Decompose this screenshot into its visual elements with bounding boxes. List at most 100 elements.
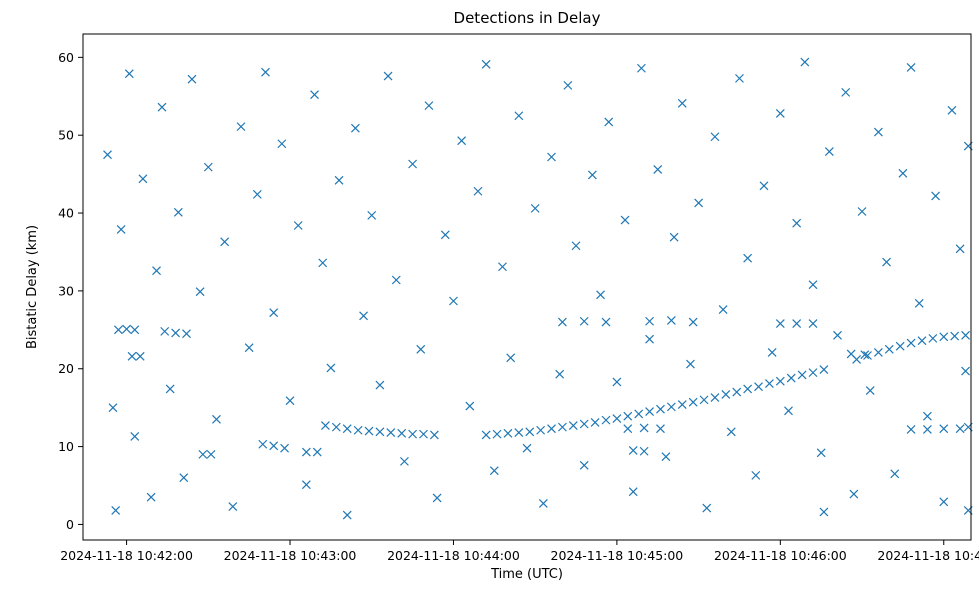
data-point-marker [884, 344, 894, 354]
data-point-marker [898, 168, 908, 178]
data-point-marker [939, 424, 949, 434]
data-point-marker [424, 101, 434, 111]
data-point-marker [833, 330, 842, 340]
data-point-marker [865, 386, 875, 395]
data-point-marker [206, 449, 216, 459]
y-tick-label: 40 [58, 206, 74, 221]
data-point-marker [301, 447, 311, 457]
data-point-marker [514, 111, 524, 121]
data-point-marker [906, 63, 916, 72]
x-tick-label: 2024-11-18 10:45:00 [551, 548, 684, 563]
data-point-marker [601, 415, 611, 425]
data-point-marker [688, 317, 698, 327]
data-point-marker [301, 480, 311, 490]
data-point-marker [547, 152, 556, 162]
data-point-marker [103, 150, 112, 160]
data-point-marker [538, 498, 548, 508]
data-point-marker [579, 316, 589, 326]
data-point-marker [429, 430, 439, 440]
data-point-marker [342, 424, 352, 434]
data-point-marker [321, 421, 330, 430]
data-point-marker [961, 330, 970, 340]
data-point-marker [639, 423, 649, 433]
data-point-marker [187, 74, 197, 84]
data-point-marker [503, 428, 513, 438]
y-axis: 0 10 20 30 40 50 60 [58, 50, 83, 532]
data-point-marker [620, 215, 630, 225]
data-point-marker [310, 90, 319, 100]
data-point-marker [636, 63, 646, 73]
data-point-marker [710, 393, 720, 402]
data-point-marker [628, 446, 638, 455]
data-point-marker [326, 363, 336, 373]
data-point-marker [489, 466, 499, 476]
data-point-marker [694, 198, 704, 208]
data-point-marker [416, 344, 426, 354]
data-point-marker [947, 105, 957, 115]
data-point-marker [408, 429, 418, 439]
data-point-marker [590, 418, 600, 427]
data-point-marker [127, 351, 137, 361]
y-tick-label: 20 [58, 361, 74, 376]
data-point-marker [961, 366, 970, 376]
data-point-marker [928, 333, 938, 343]
data-point-marker [786, 373, 796, 383]
data-point-marker [939, 497, 949, 507]
markers-layer [103, 57, 973, 520]
data-point-marker [293, 221, 303, 230]
data-point-marker [767, 347, 777, 357]
data-point-marker [906, 425, 916, 434]
data-point-marker [399, 456, 409, 466]
data-point-marker [634, 409, 644, 419]
data-point-marker [179, 473, 189, 483]
data-point-marker [710, 132, 720, 142]
data-point-marker [873, 347, 883, 357]
data-point-marker [113, 325, 123, 335]
data-point-marker [612, 377, 622, 387]
data-point-marker [212, 414, 221, 424]
data-point-marker [863, 351, 872, 360]
data-point-marker [754, 382, 763, 392]
data-point-marker [743, 384, 753, 394]
data-point-marker [808, 368, 818, 378]
data-point-marker [342, 510, 352, 520]
data-point-marker [122, 324, 132, 334]
data-point-marker [334, 175, 344, 185]
data-point-marker [522, 443, 532, 453]
x-tick-label: 2024-11-18 10:44:00 [387, 548, 520, 563]
data-point-marker [536, 425, 546, 435]
data-point-marker [860, 350, 870, 360]
data-point-marker [645, 407, 655, 416]
data-point-marker [666, 316, 676, 325]
data-point-marker [950, 331, 960, 341]
data-point-marker [195, 287, 205, 297]
data-point-marker [173, 207, 183, 217]
data-point-marker [808, 319, 818, 329]
data-point-marker [277, 139, 287, 149]
data-point-marker [857, 207, 867, 216]
data-point-marker [653, 165, 663, 174]
data-point-marker [269, 441, 279, 451]
data-point-marker [914, 298, 924, 308]
data-point-marker [367, 210, 377, 220]
data-point-marker [138, 174, 148, 184]
data-point-marker [645, 316, 655, 326]
data-point-marker [906, 338, 916, 348]
y-tick-label: 60 [58, 50, 74, 65]
data-point-marker [816, 448, 826, 458]
data-point-marker [171, 328, 181, 338]
data-point-marker [922, 425, 932, 434]
data-point-marker [160, 326, 170, 336]
data-point-marker [130, 325, 140, 335]
y-tick-label: 0 [66, 517, 74, 532]
data-point-marker [375, 380, 385, 390]
data-point-marker [146, 492, 156, 502]
data-point-marker [457, 136, 467, 146]
data-point-marker [157, 102, 167, 112]
data-point-marker [819, 507, 829, 517]
data-point-marker [721, 390, 731, 399]
data-point-marker [656, 404, 665, 414]
data-point-marker [182, 329, 191, 339]
data-point-marker [449, 296, 458, 306]
data-point-marker [557, 317, 567, 327]
